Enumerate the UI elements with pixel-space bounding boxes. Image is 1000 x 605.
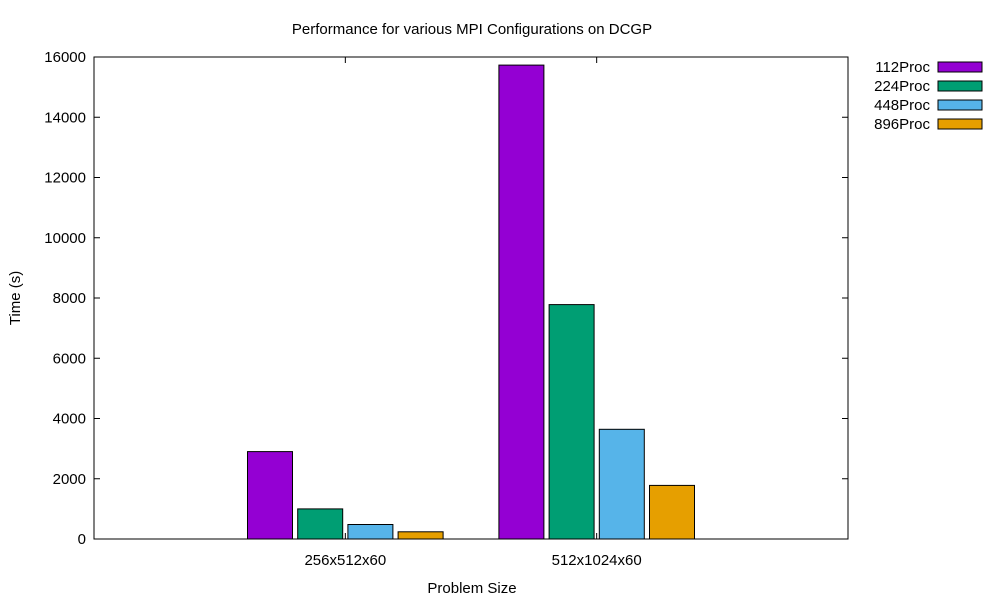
plot-frame <box>93 56 849 540</box>
y-tick-label: 6000 <box>53 350 86 367</box>
legend-swatch-112Proc <box>937 61 983 73</box>
y-tick-label: 14000 <box>44 109 86 126</box>
bar-112Proc-512x1024x60 <box>498 64 545 540</box>
x-axis-label: Problem Size <box>427 580 516 597</box>
bar-224Proc-256x512x60 <box>297 508 344 540</box>
legend-swatch-448Proc <box>937 99 983 111</box>
legend-label-112Proc: 112Proc <box>875 59 930 76</box>
legend-label-896Proc: 896Proc <box>874 116 930 133</box>
legend-label-224Proc: 224Proc <box>874 78 930 95</box>
bars-layer <box>247 64 695 540</box>
x-tick-label: 512x1024x60 <box>552 552 642 569</box>
bar-112Proc-256x512x60 <box>247 451 293 540</box>
y-tick-label: 12000 <box>44 170 86 187</box>
y-axis-label: Time (s) <box>7 271 24 325</box>
bar-224Proc-512x1024x60 <box>548 304 595 540</box>
y-tick-label: 16000 <box>44 49 86 66</box>
legend: 112Proc 224Proc 448Proc 896Proc <box>874 59 983 133</box>
bar-448Proc-512x1024x60 <box>598 428 645 540</box>
bar-896Proc-256x512x60 <box>397 531 444 540</box>
bar-448Proc-256x512x60 <box>347 524 394 540</box>
y-tick-label: 10000 <box>44 230 86 247</box>
bar-896Proc-512x1024x60 <box>649 484 695 540</box>
y-tick-label: 0 <box>78 531 86 548</box>
legend-label-448Proc: 448Proc <box>874 97 930 114</box>
ticks-layer: 256x512x60 512x1024x60 0 2000 4000 6000 8000 10… <box>44 49 848 569</box>
legend-swatch-224Proc <box>937 80 983 92</box>
y-tick-label: 4000 <box>53 411 86 428</box>
legend-swatch-896Proc <box>937 118 983 130</box>
y-tick-label: 8000 <box>53 290 86 307</box>
y-tick-label: 2000 <box>53 471 86 488</box>
x-tick-label: 256x512x60 <box>304 552 386 569</box>
chart-title: Performance for various MPI Configuratio… <box>292 21 652 38</box>
